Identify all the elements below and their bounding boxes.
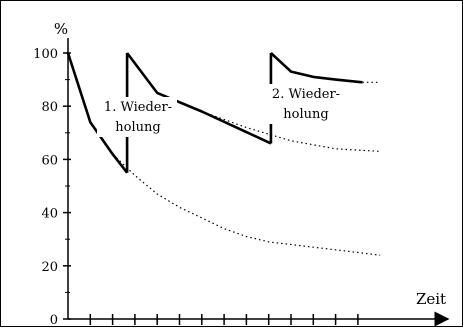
y-tick-label: 100 (33, 47, 58, 62)
dotted-curve-0 (67, 52, 381, 256)
axes: % Zeit (54, 20, 450, 327)
annotation-background (97, 97, 177, 137)
solid-curve-1 (66, 52, 129, 174)
annotation-1-line-1: 1. Wieder- (104, 100, 172, 115)
y-tick-label: 20 (41, 260, 58, 275)
y-tick-label: 0 (50, 313, 58, 328)
y-tick-label: 60 (41, 153, 58, 168)
y-ticks: 0 20 40 60 80 100 (33, 47, 71, 328)
annotation-2-line-2: holung (283, 107, 328, 122)
annotation-background (267, 84, 347, 124)
annotations: 1. Wieder-holung 2. Wieder-holung (97, 84, 347, 137)
x-axis-label: Zeit (416, 290, 446, 308)
y-tick-label: 80 (41, 100, 58, 115)
annotation-1-line-2: holung (115, 120, 160, 135)
annotation-2-line-1: 2. Wieder- (272, 87, 340, 102)
y-axis-label: % (54, 20, 68, 38)
series-lines (66, 52, 381, 256)
y-tick-label: 40 (41, 207, 58, 222)
x-ticks (89, 314, 359, 325)
solid-curve-4 (270, 52, 363, 84)
solid-curve-3 (126, 52, 272, 145)
